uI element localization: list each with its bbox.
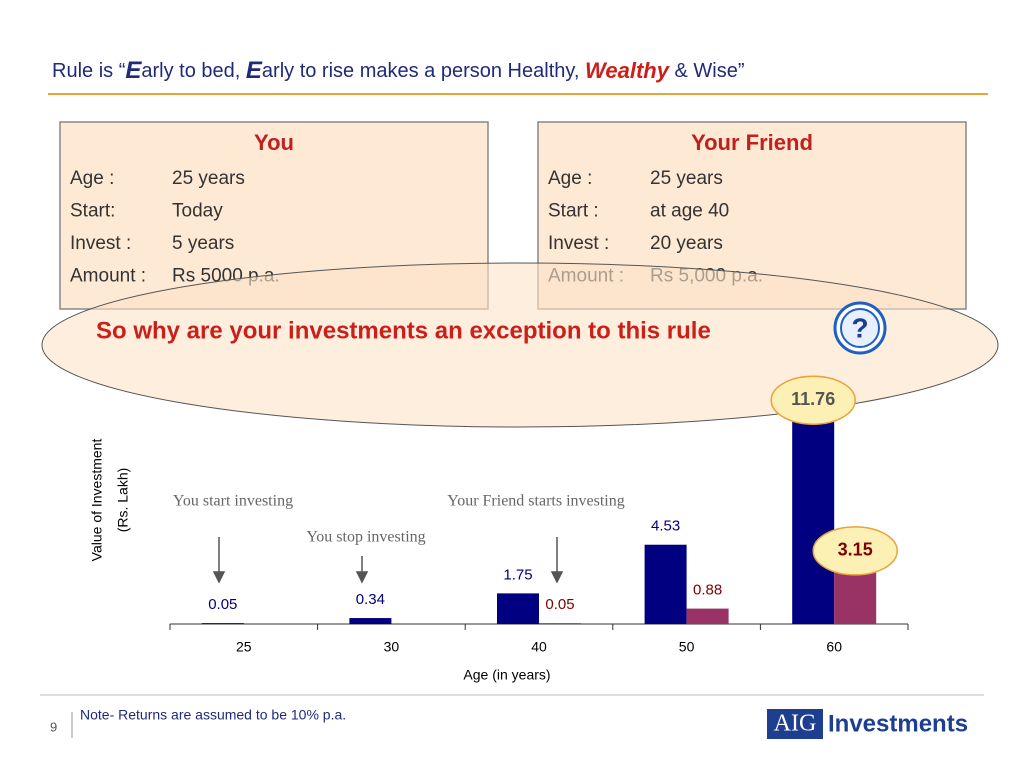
data-label: 0.88	[693, 582, 722, 599]
data-label: 0.05	[545, 596, 574, 613]
annotation-arrows	[212, 537, 564, 584]
bar	[349, 618, 392, 624]
data-label: 0.05	[208, 596, 237, 613]
bar	[539, 623, 581, 624]
panel-value: at age 40	[650, 201, 729, 222]
x-tick-label: 30	[384, 639, 400, 655]
x-tick-label: 50	[679, 639, 695, 655]
data-label: 3.15	[838, 540, 873, 560]
question-icon: ?	[833, 301, 887, 355]
panel-label: Amount :	[70, 266, 146, 287]
panel-label: Invest :	[70, 233, 131, 254]
title-part: E	[246, 57, 263, 84]
title-part: & Wise”	[669, 60, 745, 82]
annotation: You stop investing	[306, 529, 425, 546]
bar	[644, 544, 687, 624]
y-axis-label: (Rs. Lakh)	[115, 468, 131, 533]
panel-value: 25 years	[650, 168, 723, 189]
panel-label: Start :	[548, 201, 599, 222]
data-label: 1.75	[503, 566, 532, 583]
question: So why are your investments an exception…	[96, 317, 711, 344]
x-tick-label: 40	[531, 639, 547, 655]
title-part: E	[125, 57, 142, 84]
panel-value: 5 years	[172, 233, 234, 254]
logo-box	[767, 709, 823, 739]
panel-label: Age :	[548, 168, 592, 189]
panel-label: Invest :	[548, 233, 609, 254]
panel-value: Today	[172, 201, 223, 222]
data-label: 0.34	[356, 591, 385, 608]
panel-label: Start:	[70, 201, 115, 222]
page-number: 9	[50, 719, 57, 734]
label-highlight	[770, 375, 856, 425]
annotation: Your Friend starts investing	[447, 493, 625, 510]
bar	[686, 608, 729, 624]
annotation: You start investing	[173, 493, 293, 510]
x-tick-label: 25	[236, 639, 252, 655]
footer-note: Note- Returns are assumed to be 10% p.a.	[80, 707, 346, 723]
x-axis-label: Age (in years)	[463, 667, 550, 683]
x-tick-label: 60	[826, 639, 842, 655]
title-part: Wealthy	[585, 58, 671, 83]
data-label: 11.76	[791, 389, 835, 409]
chart: 0.05 0.34 1.75 4.53 11.76 0.05 0.88 3.15 25 30 40 5…	[89, 375, 909, 683]
title-part: arly to rise makes a person Healthy,	[262, 60, 585, 82]
title-part: arly to bed,	[141, 60, 246, 82]
question-ellipse	[41, 262, 999, 428]
logo-box-text: AIG	[774, 711, 817, 737]
panels: You Age : 25 years Start: Today Invest : 5 yea…	[59, 121, 967, 310]
label-highlight	[812, 526, 898, 576]
panel-value: 25 years	[172, 168, 245, 189]
bar	[792, 418, 835, 624]
panel-heading: Your Friend	[691, 130, 813, 155]
y-axis-label: Value of Investment	[89, 439, 105, 562]
bar	[834, 568, 877, 624]
panel-label: Age :	[70, 168, 114, 189]
bar	[201, 623, 244, 624]
data-label: 4.53	[651, 518, 680, 535]
logo-text: Investments	[828, 710, 968, 737]
slide-title: Rule is “Early to bed, Early to rise mak…	[52, 57, 745, 84]
panel-value: 20 years	[650, 233, 723, 254]
svg-text:?: ?	[851, 312, 868, 343]
title-part: Rule is “	[52, 60, 125, 82]
panel-heading: You	[254, 130, 294, 155]
bar	[497, 593, 539, 624]
